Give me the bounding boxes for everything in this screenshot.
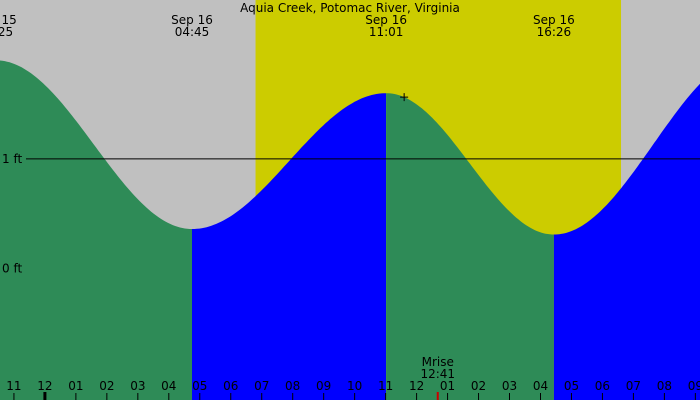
tide-event-time: 16:26 (537, 25, 572, 39)
tide-event-date: Sep 16 (171, 13, 213, 27)
chart-title: Aquia Creek, Potomac River, Virginia (240, 1, 460, 15)
hour-tick-label: 03 (502, 379, 517, 393)
hour-tick-label: 02 (471, 379, 486, 393)
hour-tick-label: 12 (37, 379, 52, 393)
hour-tick-label: 04 (161, 379, 176, 393)
falling-tide-area (0, 60, 192, 400)
hour-tick-label: 07 (626, 379, 641, 393)
hour-tick-label: 11 (6, 379, 21, 393)
tide-event-time: 04:45 (175, 25, 210, 39)
hour-tick-label: 08 (285, 379, 300, 393)
tide-event-date: Sep 16 (365, 13, 407, 27)
hour-tick-label: 01 (68, 379, 83, 393)
tide-event-date: Sep 15 (0, 13, 17, 27)
hour-tick-label: 12 (409, 379, 424, 393)
rising-tide-area (553, 83, 700, 400)
high-tide-marker (400, 93, 409, 102)
falling-tide-area (386, 93, 554, 400)
hour-tick-label: 04 (533, 379, 548, 393)
moon-event-time: 12:41 (420, 367, 455, 381)
tide-event-time: 22:25 (0, 25, 13, 39)
tide-event-time: 11:01 (369, 25, 404, 39)
hour-tick-label: 09 (316, 379, 331, 393)
hour-tick-label: 06 (595, 379, 610, 393)
y-tick-label: 1 ft (2, 152, 22, 166)
tide-area-layer (0, 60, 700, 400)
hour-tick-label: 01 (440, 379, 455, 393)
tide-event-date: Sep 16 (533, 13, 575, 27)
hour-tick-label: 10 (347, 379, 362, 393)
y-tick-label: 0 ft (2, 261, 22, 275)
hour-tick-label: 08 (657, 379, 672, 393)
hour-tick-label: 06 (223, 379, 238, 393)
hour-tick-label: 09 (688, 379, 700, 393)
hour-tick-label: 07 (254, 379, 269, 393)
moon-event-label: Mrise (422, 355, 454, 369)
reference-lines (13, 93, 700, 400)
hour-tick-label: 05 (192, 379, 207, 393)
rising-tide-area (192, 93, 387, 400)
hour-tick-label: 02 (99, 379, 114, 393)
hour-tick-label: 11 (378, 379, 393, 393)
hour-tick-label: 05 (564, 379, 579, 393)
hour-tick-label: 03 (130, 379, 145, 393)
